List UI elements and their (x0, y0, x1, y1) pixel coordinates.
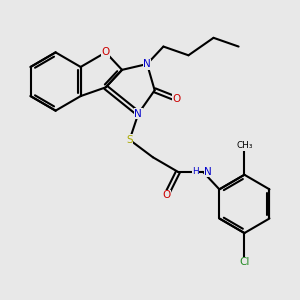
Text: O: O (173, 94, 181, 104)
Text: N: N (143, 59, 151, 69)
Text: O: O (162, 190, 170, 200)
Text: S: S (126, 135, 133, 145)
Text: O: O (102, 47, 110, 57)
Text: CH₃: CH₃ (236, 141, 253, 150)
Text: Cl: Cl (239, 257, 250, 267)
Text: N: N (205, 167, 212, 177)
Text: H: H (192, 167, 199, 176)
Text: N: N (134, 109, 142, 118)
